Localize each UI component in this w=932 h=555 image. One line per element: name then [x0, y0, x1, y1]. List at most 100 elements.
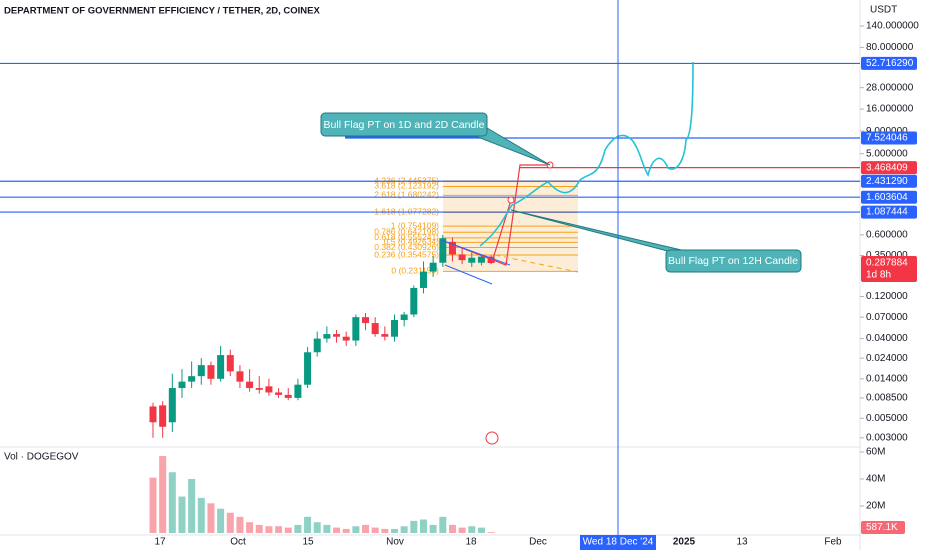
candle-body: [304, 352, 312, 385]
y-tick-label: 0.003000: [866, 432, 908, 443]
volume-bar: [391, 528, 398, 533]
candle-body: [410, 287, 418, 315]
fib-label: 0.618 (0.555241): [374, 232, 439, 242]
volume-badge: [861, 521, 905, 534]
volume-bar: [362, 524, 370, 533]
y-tick-label: 0.040000: [866, 333, 908, 344]
countdown: 1d 8h: [866, 270, 891, 281]
candle-body: [458, 254, 466, 261]
candle-body: [275, 392, 283, 395]
flag-line: [444, 264, 493, 285]
candle-body: [352, 317, 360, 341]
candle-body: [439, 238, 447, 263]
candle-body: [313, 338, 321, 353]
candle-body: [197, 365, 205, 377]
volume-bar: [207, 503, 215, 533]
x-tick-label: 2025: [673, 537, 696, 548]
x-tick-label: 13: [736, 537, 748, 548]
candle-body: [468, 257, 476, 263]
candle-body: [429, 262, 437, 272]
y-tick-label: 0.120000: [866, 291, 908, 302]
volume-bar: [236, 516, 244, 533]
candle-body: [294, 384, 302, 398]
candle-body: [226, 355, 234, 372]
x-tick-label: Dec: [529, 537, 547, 548]
volume-bar: [477, 527, 485, 533]
level-badge: [861, 161, 917, 175]
flag-line: [440, 239, 511, 266]
fib-label: 2.618 (1.680242): [374, 190, 439, 200]
volume-bar: [304, 516, 312, 533]
candle-body: [217, 355, 225, 379]
x-tick-label: 17: [154, 537, 166, 548]
level-badge: [861, 174, 917, 188]
y-tick-label: 5.000000: [866, 148, 908, 159]
level-badge: [861, 56, 917, 70]
volume-bar: [448, 524, 456, 533]
level-badge: [861, 131, 917, 145]
x-tick-label: Oct: [230, 537, 246, 548]
chart-title: DEPARTMENT OF GOVERNMENT EFFICIENCY / TE…: [4, 6, 320, 17]
projection-path: [479, 61, 694, 247]
volume-bar: [294, 524, 302, 533]
callout: [665, 249, 802, 273]
level-label: 52.716290: [866, 58, 914, 69]
candle-body: [323, 334, 331, 339]
volume-bar: [429, 524, 437, 533]
candle-body: [246, 381, 254, 389]
event-icon: [485, 431, 499, 445]
last-price: 0.287884: [866, 258, 908, 269]
volume-bar: [487, 532, 495, 533]
volume-bar: [226, 512, 234, 533]
volume-bar: [400, 526, 408, 533]
crosshair-label: Wed 18 Dec '24: [583, 537, 654, 548]
candle-body: [391, 319, 398, 337]
fib-label: 0 (0.231159): [391, 266, 439, 276]
candle-body: [284, 394, 292, 398]
level-label: 7.524046: [866, 133, 908, 144]
y-tick-label: 0.600000: [866, 229, 908, 240]
y-tick-label: 0.005000: [866, 413, 908, 424]
volume-bar: [255, 524, 263, 533]
candle-body: [265, 386, 273, 393]
y-tick-label: 0.008500: [866, 393, 908, 404]
volume-bar: [323, 524, 331, 533]
level-label: 3.468409: [866, 162, 908, 173]
volume-bar: [159, 456, 167, 533]
price-badge: [861, 255, 917, 282]
candle-body: [333, 334, 341, 337]
fib-label: 1 (0.754109): [391, 220, 439, 230]
candle-body: [477, 256, 485, 263]
y-tick-label: 16.000000: [866, 104, 914, 115]
volume-title: Vol · DOGEGOV: [4, 452, 79, 463]
callout-text: Bull Flag PT on 12H Candle: [668, 255, 798, 267]
volume-bar: [149, 477, 157, 533]
candle-body: [362, 317, 370, 324]
volume-bar: [284, 527, 292, 533]
volume-bar: [197, 497, 205, 533]
level-badge: [861, 205, 917, 219]
level-label: 2.431290: [866, 176, 908, 187]
volume-bar: [275, 526, 283, 533]
candle-body: [342, 336, 350, 341]
volume-bar: [458, 527, 466, 533]
volume-bar: [439, 516, 447, 533]
candle-body: [371, 323, 379, 335]
fib-label: 0.382 (0.430926): [374, 242, 439, 252]
crosshair-badge: [580, 535, 656, 550]
candle-body: [236, 371, 244, 382]
volume-bar: [419, 519, 427, 533]
red-projection: [440, 164, 550, 266]
fib-label: 3.618 (2.123192): [374, 181, 439, 191]
candle-body: [168, 388, 176, 423]
volume-tick-label: 20M: [866, 501, 885, 512]
volume-tick-label: 60M: [866, 447, 885, 458]
volume-tick-label: 40M: [866, 474, 885, 485]
y-tick-label: 0.014000: [866, 373, 908, 384]
y-tick-label: 0.070000: [866, 312, 908, 323]
callout-text: Bull Flag PT on 1D and 2D Candle: [324, 119, 485, 131]
volume-bar: [352, 526, 360, 533]
candle-body: [188, 376, 196, 382]
y-tick-label: 140.000000: [866, 21, 919, 32]
